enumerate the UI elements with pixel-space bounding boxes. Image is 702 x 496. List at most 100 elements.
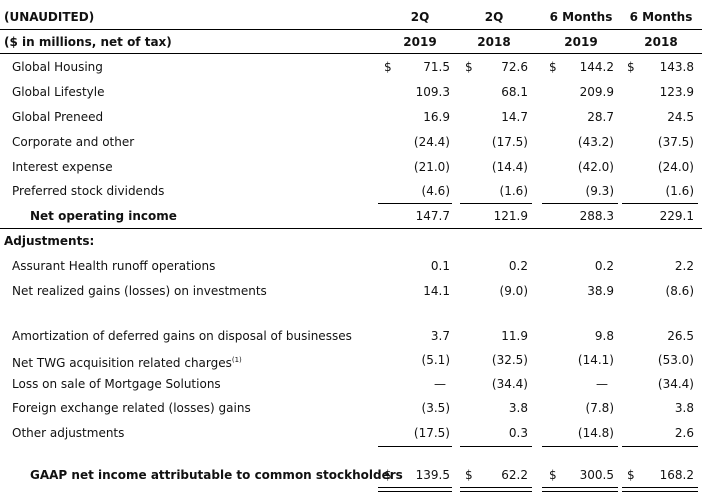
cell-value: 68.1: [501, 85, 528, 99]
col3-period: 6 Months: [549, 10, 613, 24]
table-row: Global Preneed 16.9 14.7 28.7 24.5: [0, 105, 702, 129]
cell-value: 2.6: [674, 426, 694, 440]
cell-value: 109.3: [415, 85, 450, 99]
cell-value: (53.0): [657, 353, 694, 367]
cell-value: 143.8: [659, 60, 694, 74]
cell-value: 3.7: [430, 329, 450, 343]
cell-value: (24.0): [657, 160, 694, 174]
row-label: Global Lifestyle: [12, 85, 105, 99]
cell-value: 300.5: [579, 468, 614, 482]
cell-value: 147.7: [415, 209, 450, 223]
cell-value: 121.9: [493, 209, 528, 223]
currency-symbol: $: [549, 60, 557, 74]
table-row: Assurant Health runoff operations 0.1 0.…: [0, 254, 702, 278]
cell-value: (21.0): [413, 160, 450, 174]
table-row: Foreign exchange related (losses) gains …: [0, 396, 702, 420]
row-label: Net realized gains (losses) on investmen…: [12, 284, 267, 298]
cell-value: (24.4): [413, 135, 450, 149]
cell-value: —: [596, 377, 608, 391]
col2-period: 2Q: [484, 10, 504, 24]
row-label: Global Housing: [12, 60, 103, 74]
cell-value: 2.2: [674, 259, 694, 273]
total-rule: [460, 446, 532, 447]
cell-value: 24.5: [667, 110, 694, 124]
row-label: Assurant Health runoff operations: [12, 259, 216, 273]
currency-symbol: $: [384, 60, 392, 74]
header-row-period: (UNAUDITED) 2Q 2Q 6 Months 6 Months: [0, 5, 702, 29]
row-label: Amortization of deferred gains on dispos…: [12, 329, 352, 343]
adjustments-heading: Adjustments:: [4, 234, 95, 248]
total-rule: [622, 446, 698, 447]
cell-value: (1.6): [499, 184, 528, 198]
col4-period: 6 Months: [629, 10, 693, 24]
table-row: Global Housing $ 71.5 $ 72.6 $ 144.2 $ 1…: [0, 55, 702, 79]
cell-value: (4.6): [421, 184, 450, 198]
col1-period: 2Q: [410, 10, 430, 24]
subtotal-rule: [542, 203, 618, 204]
cell-value: (32.5): [491, 353, 528, 367]
cell-value: (43.2): [577, 135, 614, 149]
total-rule: [378, 446, 452, 447]
row-label: Other adjustments: [12, 426, 125, 440]
cell-value: (9.0): [499, 284, 528, 298]
row-label: Net TWG acquisition related charges(1): [12, 348, 242, 372]
subtotal-rule: [460, 203, 532, 204]
cell-value: 9.8: [594, 329, 614, 343]
cell-value: 288.3: [579, 209, 614, 223]
cell-value: 28.7: [587, 110, 614, 124]
cell-value: 209.9: [579, 85, 614, 99]
cell-value: (8.6): [665, 284, 694, 298]
header-row-year: ($ in millions, net of tax) 2019 2018 20…: [0, 30, 702, 54]
table-row: Corporate and other (24.4) (17.5) (43.2)…: [0, 130, 702, 154]
cell-value: 0.2: [594, 259, 614, 273]
subtotal-rule: [622, 203, 698, 204]
currency-symbol: $: [627, 468, 635, 482]
cell-value: (17.5): [491, 135, 528, 149]
row-label: Loss on sale of Mortgage Solutions: [12, 377, 221, 391]
header-divider: [0, 29, 702, 30]
cell-value: 14.7: [501, 110, 528, 124]
subtotal-rule: [378, 203, 452, 204]
cell-value: (37.5): [657, 135, 694, 149]
table-row: Amortization of deferred gains on dispos…: [0, 324, 702, 348]
footnote-marker: (1): [231, 356, 242, 364]
row-label: Foreign exchange related (losses) gains: [12, 401, 251, 415]
section-rule: [0, 228, 702, 229]
cell-value: (5.1): [421, 353, 450, 367]
currency-symbol: $: [384, 468, 392, 482]
table-row: Global Lifestyle 109.3 68.1 209.9 123.9: [0, 80, 702, 104]
row-label: Net operating income: [30, 209, 177, 223]
header-bottom-rule: [0, 53, 702, 54]
row-label-text: Net TWG acquisition related charges: [12, 356, 232, 370]
currency-symbol: $: [549, 468, 557, 482]
cell-value: 3.8: [508, 401, 528, 415]
cell-value: (9.3): [585, 184, 614, 198]
cell-value: (14.4): [491, 160, 528, 174]
row-label: GAAP net income attributable to common s…: [30, 468, 403, 482]
table-row-total: GAAP net income attributable to common s…: [0, 463, 702, 487]
double-underline: [460, 487, 532, 492]
cell-value: (7.8): [585, 401, 614, 415]
units-label: ($ in millions, net of tax): [4, 35, 172, 49]
currency-symbol: $: [465, 60, 473, 74]
table-row: Other adjustments (17.5) 0.3 (14.8) 2.6: [0, 421, 702, 445]
cell-value: 229.1: [659, 209, 694, 223]
row-label: Corporate and other: [12, 135, 135, 149]
cell-value: (1.6): [665, 184, 694, 198]
double-underline: [378, 487, 452, 492]
double-underline: [542, 487, 618, 492]
cell-value: (42.0): [577, 160, 614, 174]
cell-value: 144.2: [579, 60, 614, 74]
col2-year: 2018: [477, 35, 511, 49]
table-row: Net realized gains (losses) on investmen…: [0, 279, 702, 303]
cell-value: 3.8: [674, 401, 694, 415]
col4-year: 2018: [644, 35, 678, 49]
cell-value: 139.5: [415, 468, 450, 482]
cell-value: 0.1: [430, 259, 450, 273]
col3-year: 2019: [564, 35, 598, 49]
total-rule: [542, 446, 618, 447]
unaudited-label: (UNAUDITED): [4, 10, 95, 24]
cell-value: 71.5: [423, 60, 450, 74]
row-label: Global Preneed: [12, 110, 104, 124]
cell-value: 72.6: [501, 60, 528, 74]
